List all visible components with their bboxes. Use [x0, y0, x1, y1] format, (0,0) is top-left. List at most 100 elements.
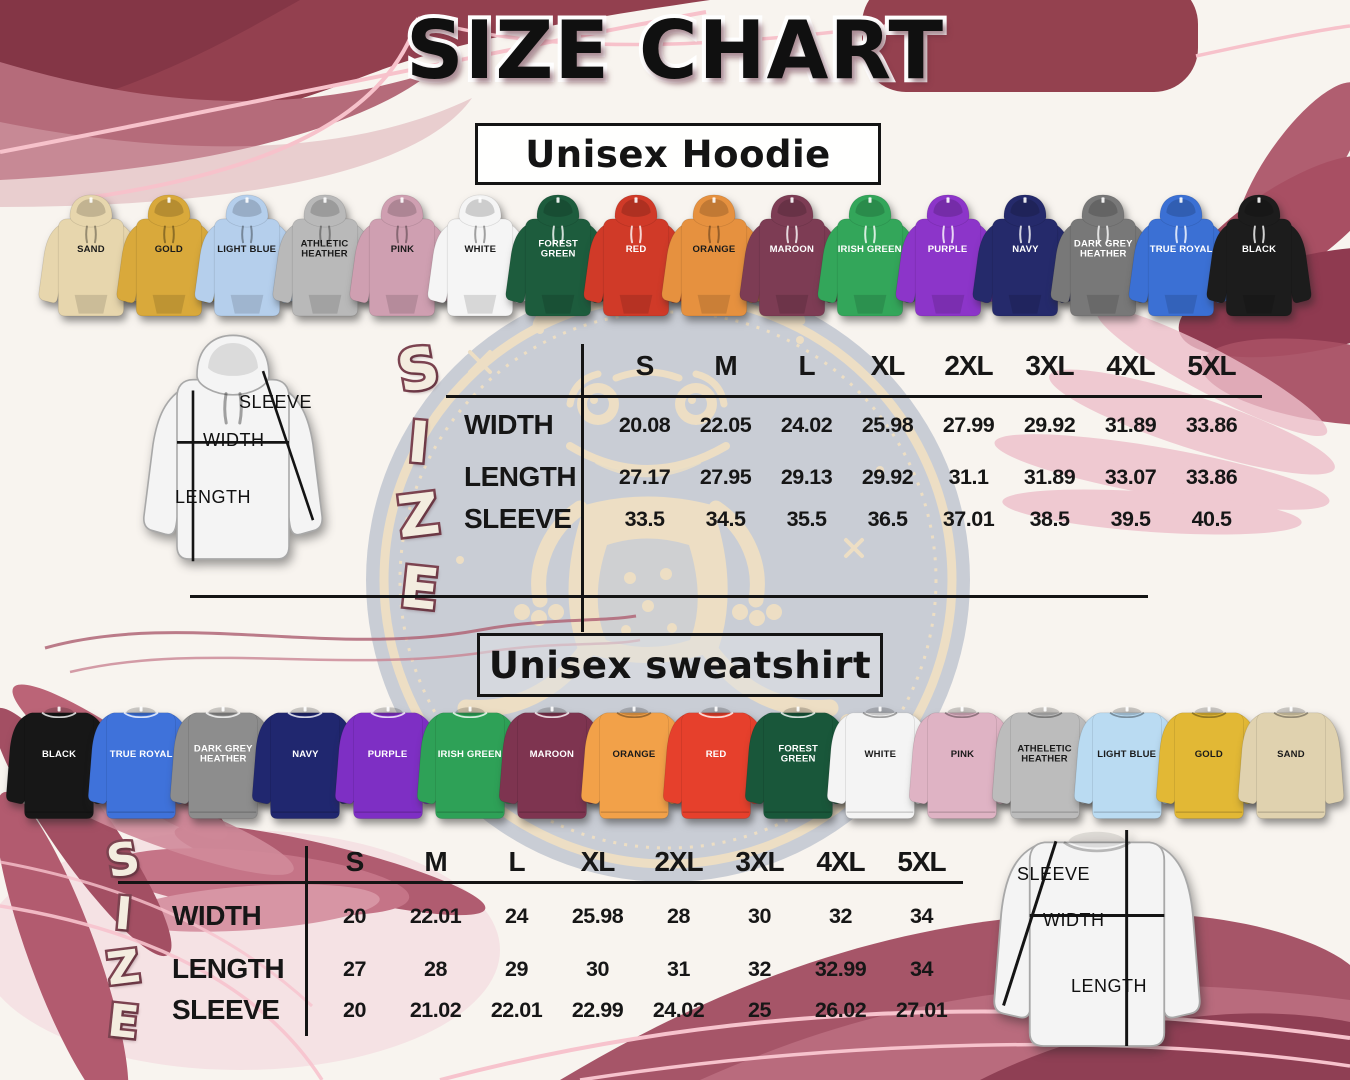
- hoodie-icon: [349, 194, 455, 317]
- size-value: 31: [667, 956, 690, 981]
- size-value: 34: [910, 903, 933, 928]
- hoodie-color-row: SAND GOLD LIGHT BLUE ATHLETIC HEATHER PI…: [38, 192, 1312, 323]
- hoodie-icon: [1050, 194, 1156, 317]
- garment-color-label: SAND: [1277, 748, 1305, 760]
- size-value: 29.92: [861, 464, 914, 489]
- measure-row-label: LENGTH: [464, 461, 577, 492]
- measure-row-label: SLEEVE: [172, 994, 280, 1025]
- size-col-header: 2XL: [944, 350, 993, 381]
- measure-row-label: WIDTH: [464, 409, 554, 440]
- garment-color-label: IRISH GREEN: [437, 748, 502, 760]
- size-value: 37.01: [942, 506, 995, 531]
- garment-color-label: ATHLETIC HEATHER: [300, 238, 349, 260]
- garment-color-label: PURPLE: [927, 243, 968, 255]
- size-col-header: L: [798, 350, 815, 381]
- hoodie-swatch-red: RED: [583, 192, 689, 323]
- sweatshirt-size-table: S M L XL 2XL 3XL 4XL 5XL WIDTH 20 22.01 24 25.98 28 30…: [118, 840, 963, 1036]
- sweatshirt-icon: [745, 706, 852, 819]
- sweatshirt-measure-diagram: SLEEVE WIDTH LENGTH: [983, 812, 1211, 1064]
- measure-row-label: LENGTH: [172, 953, 285, 984]
- garment-color-label: ORANGE: [612, 748, 656, 760]
- garment-color-label: DARK GREY HEATHER: [193, 743, 253, 765]
- size-value: 33.5: [624, 506, 665, 531]
- size-value: 21.02: [409, 997, 462, 1022]
- hoodie-swatch-pink: PINK: [349, 192, 455, 323]
- size-value: 29: [505, 956, 528, 981]
- garment-color-label: FOREST GREEN: [778, 743, 819, 765]
- size-value: 35.5: [786, 506, 827, 531]
- size-value: 33.86: [1185, 464, 1238, 489]
- garment-color-label: LIGHT BLUE: [1097, 748, 1157, 760]
- hoodie-icon: [661, 194, 767, 317]
- sweatshirt-sleeve-measure-label: SLEEVE: [1017, 864, 1091, 884]
- hoodie-length-measure-label: LENGTH: [175, 487, 252, 507]
- garment-color-label: GOLD: [1194, 748, 1223, 760]
- garment-color-label: DARK GREY HEATHER: [1073, 238, 1133, 260]
- hoodie-icon: [583, 194, 689, 317]
- garment-color-label: IRISH GREEN: [837, 243, 902, 255]
- size-value: 31.1: [948, 464, 989, 489]
- size-value: 32.99: [814, 956, 867, 981]
- size-value: 29.13: [780, 464, 833, 489]
- garment-color-label: NAVY: [1012, 243, 1039, 255]
- hoodie-swatch-black: BLACK: [1206, 192, 1312, 323]
- size-value: 20.08: [618, 412, 671, 437]
- hoodie-width-measure-label: WIDTH: [203, 430, 265, 450]
- size-value: 36.5: [867, 506, 908, 531]
- page-title: SIZE CHART: [402, 0, 947, 101]
- size-value: 31.89: [1104, 412, 1157, 437]
- sweatshirt-swatch-forest-green: FOREST GREEN: [745, 697, 852, 828]
- size-value: 25.98: [571, 903, 624, 928]
- size-col-header: 4XL: [816, 846, 865, 877]
- hoodie-swatch-dark-grey-heather: DARK GREY HEATHER: [1050, 192, 1156, 323]
- garment-color-label: ATHELETIC HEATHER: [1017, 743, 1072, 765]
- hoodie-icon: [272, 194, 378, 317]
- size-value: 20: [343, 997, 366, 1022]
- size-value: 30: [586, 956, 609, 981]
- garment-color-label: NAVY: [292, 748, 319, 760]
- garment-color-label: BLACK: [1241, 243, 1277, 255]
- table-divider-horizontal: [446, 395, 1262, 398]
- size-value: 22.01: [490, 997, 543, 1022]
- garment-color-label: SAND: [77, 243, 105, 255]
- size-value: 40.5: [1191, 506, 1232, 531]
- garment-color-label: TRUE ROYAL: [1149, 243, 1213, 255]
- garment-color-label: RED: [625, 243, 647, 255]
- size-col-header: M: [424, 846, 447, 877]
- garment-color-label: BLACK: [41, 748, 77, 760]
- size-value: 26.02: [814, 997, 867, 1022]
- section-divider-line: [190, 595, 1148, 598]
- hoodie-swatch-true-royal: TRUE ROYAL: [1128, 192, 1234, 323]
- size-value: 32: [829, 903, 852, 928]
- table-divider-horizontal: [118, 881, 963, 884]
- size-value: 27: [343, 956, 366, 981]
- size-col-header: L: [508, 846, 525, 877]
- size-value: 33.86: [1185, 412, 1238, 437]
- measure-row-label: WIDTH: [172, 900, 262, 931]
- sweatshirt-swatch-irish-green: IRISH GREEN: [416, 697, 523, 828]
- size-value: 27.01: [895, 997, 948, 1022]
- size-value: 25.98: [861, 412, 914, 437]
- garment-color-label: GOLD: [154, 243, 183, 255]
- garment-color-label: MAROON: [769, 243, 815, 255]
- garment-color-label: MAROON: [529, 748, 575, 760]
- size-value: 28: [424, 956, 447, 981]
- garment-color-label: WHITE: [864, 748, 897, 760]
- garment-color-label: WHITE: [464, 243, 497, 255]
- hoodie-icon: [38, 194, 144, 317]
- size-value: 20: [343, 903, 366, 928]
- size-axis-letter: S: [390, 331, 447, 408]
- garment-color-label: RED: [705, 748, 727, 760]
- size-axis-letter: Z: [392, 478, 446, 554]
- table-divider-vertical: [581, 344, 584, 632]
- size-value: 33.07: [1104, 464, 1157, 489]
- sweatshirt-length-measure-label: LENGTH: [1071, 976, 1148, 996]
- size-value: 32: [748, 956, 771, 981]
- hoodie-swatch-orange: ORANGE: [661, 192, 767, 323]
- size-col-header: 2XL: [654, 846, 703, 877]
- sweatshirt-color-row: BLACK TRUE ROYAL DARK GREY HEATHER NAVY …: [6, 697, 1344, 828]
- size-value: 24.02: [780, 412, 833, 437]
- size-col-header: XL: [580, 846, 616, 877]
- garment-color-label: PINK: [950, 748, 975, 760]
